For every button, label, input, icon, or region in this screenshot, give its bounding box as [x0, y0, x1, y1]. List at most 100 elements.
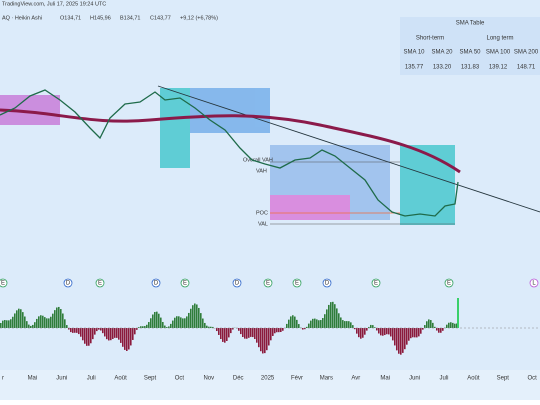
osc-bar: [198, 308, 200, 328]
osc-bar: [142, 326, 144, 328]
osc-bar: [312, 319, 314, 328]
osc-bar: [420, 328, 422, 334]
osc-bar: [70, 328, 72, 332]
osc-bar: [192, 305, 194, 328]
osc-bar: [140, 326, 142, 328]
osc-bar: [118, 328, 120, 340]
osc-bar: [150, 318, 152, 328]
osc-bar: [146, 325, 148, 328]
osc-bar: [358, 328, 360, 337]
osc-bar: [328, 305, 330, 328]
osc-bar: [30, 326, 32, 328]
osc-bar: [210, 327, 212, 328]
open: O134,71: [60, 15, 81, 21]
osc-bar: [360, 328, 362, 339]
osc-bar: [426, 321, 428, 328]
sma-value: 133.20: [433, 65, 452, 71]
osc-bar: [32, 325, 34, 328]
osc-bar: [412, 328, 414, 337]
osc-bar: [10, 319, 12, 328]
osc-bar: [346, 321, 348, 328]
osc-bar: [202, 319, 204, 328]
month-label: Mai: [380, 376, 390, 382]
osc-bar: [92, 328, 94, 339]
osc-bar: [252, 328, 254, 337]
osc-bar: [174, 318, 176, 328]
osc-bar: [270, 328, 272, 340]
time-axis: [0, 370, 540, 400]
osc-bar: [24, 317, 26, 328]
month-label: Juni: [56, 376, 67, 382]
osc-bar: [280, 328, 282, 332]
osc-bar: [310, 321, 312, 328]
osc-bar: [148, 322, 150, 328]
osc-bar: [384, 328, 386, 335]
table-group: Long term: [486, 36, 513, 42]
osc-bar: [410, 328, 412, 338]
sma-label: SMA 20: [431, 50, 453, 56]
osc-bar: [282, 328, 284, 331]
osc-bar: [104, 328, 106, 336]
osc-bar: [448, 323, 450, 328]
osc-bar: [196, 304, 198, 328]
osc-bar: [372, 325, 374, 328]
symbol: AQ · Heikin Ashi: [2, 15, 42, 21]
month-label: 2025: [261, 376, 275, 382]
osc-bar: [432, 323, 434, 328]
osc-bar: [286, 324, 288, 328]
osc-bar: [342, 320, 344, 328]
osc-bar: [130, 328, 132, 345]
osc-bar: [40, 315, 42, 328]
osc-bar: [170, 324, 172, 328]
osc-bar: [112, 328, 114, 339]
osc-bar: [370, 325, 372, 328]
month-label: Mars: [320, 376, 333, 382]
osc-bar: [406, 328, 408, 345]
osc-bar: [418, 328, 420, 336]
osc-bar: [42, 316, 44, 328]
osc-bar: [110, 328, 112, 340]
osc-bar: [374, 327, 376, 328]
osc-bar: [330, 302, 332, 328]
osc-bar: [0, 323, 2, 328]
osc-bar: [394, 328, 396, 345]
month-label: Déc: [233, 376, 244, 382]
osc-bar: [220, 328, 222, 339]
osc-bar: [454, 324, 456, 328]
osc-bar: [224, 328, 226, 343]
watermark: TradingView.com, Juli 17, 2025 19:24 UTC: [2, 1, 106, 7]
sma-value: 139.12: [489, 65, 508, 71]
osc-bar: [162, 322, 164, 328]
event-label: E: [374, 281, 378, 287]
osc-bar: [436, 328, 438, 331]
osc-bar: [144, 326, 146, 328]
osc-bar: [228, 328, 230, 337]
osc-bar: [2, 321, 4, 328]
table-title: SMA Table: [456, 21, 485, 27]
osc-bar: [116, 328, 118, 338]
month-label: Oct: [528, 376, 538, 382]
sma-value: 148.71: [517, 65, 536, 71]
osc-bar: [58, 307, 60, 328]
event-label: E: [1, 281, 5, 287]
osc-bar: [72, 328, 74, 333]
osc-bar: [36, 319, 38, 328]
osc-bar: [222, 328, 224, 342]
month-label: Juli: [439, 376, 448, 382]
osc-bar: [22, 312, 24, 328]
osc-bar: [204, 323, 206, 328]
osc-bar: [160, 318, 162, 328]
osc-bar: [272, 328, 274, 336]
osc-bar: [182, 318, 184, 328]
osc-bar: [424, 325, 426, 328]
osc-bar: [366, 328, 368, 331]
sma-value: 135.77: [405, 65, 424, 71]
month-label: Sept: [497, 376, 510, 382]
month-label: Sept: [144, 376, 157, 382]
month-label: Févr: [291, 376, 303, 382]
osc-bar: [288, 320, 290, 328]
osc-bar: [332, 302, 334, 328]
osc-bar: [64, 319, 66, 328]
sma-value: 131.83: [461, 65, 480, 71]
osc-bar: [386, 328, 388, 334]
